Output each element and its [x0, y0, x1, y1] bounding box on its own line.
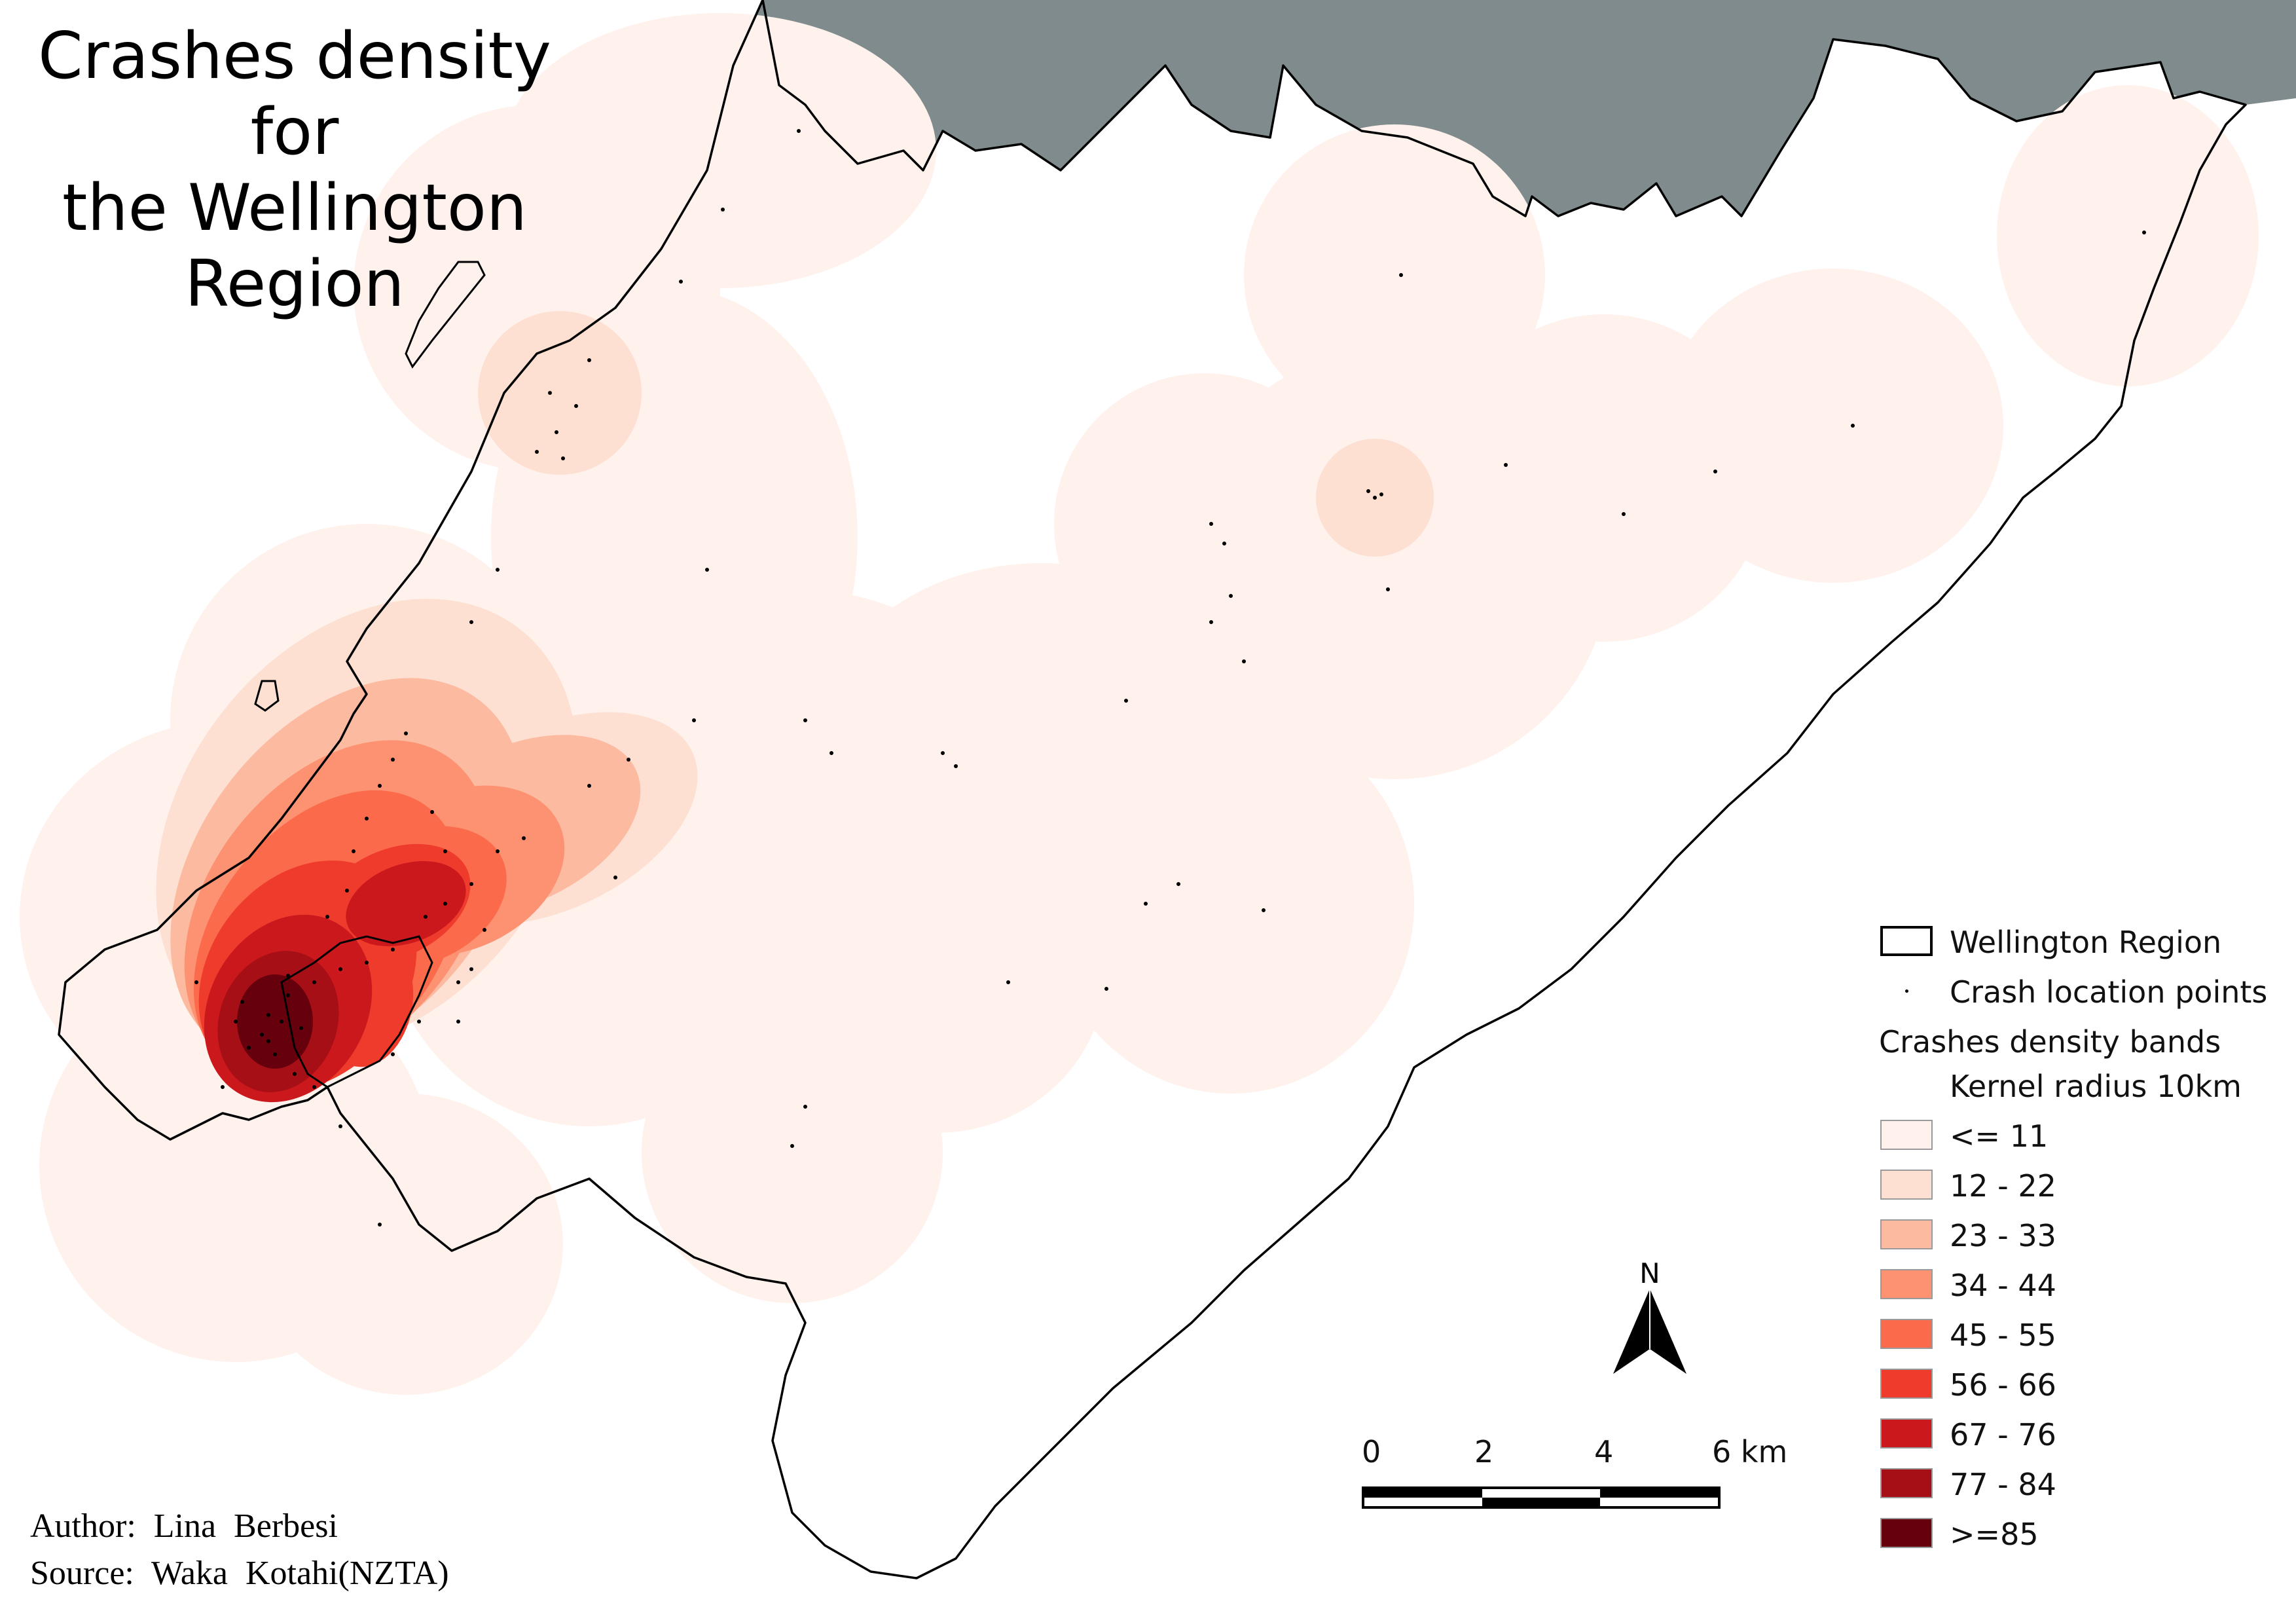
legend-band-item: 56 - 66 — [1879, 1362, 2285, 1412]
scale-tick-2: 4 — [1594, 1434, 1614, 1469]
band-le-11 — [20, 13, 2259, 1395]
legend-band-list: <= 11 12 - 22 23 - 33 34 - 44 45 - 55 56 - 66… — [1879, 1113, 2285, 1561]
crash-point-symbol — [1905, 989, 1908, 993]
legend-band-swatch — [1880, 1120, 1933, 1150]
legend: Wellington Region Crash location points … — [1879, 919, 2285, 1561]
density-bands — [20, 13, 2259, 1395]
legend-band-label: >=85 — [1950, 1517, 2039, 1552]
north-arrow-icon — [1613, 1289, 1686, 1374]
wellington-harbour — [280, 935, 433, 1088]
scale-tick-3: 6 km — [1712, 1434, 1788, 1469]
author-credit: Author: Lina Berbesi — [30, 1507, 338, 1545]
scale-tick-1: 2 — [1474, 1434, 1494, 1469]
legend-band-swatch — [1880, 1319, 1933, 1349]
legend-band-swatch — [1880, 1170, 1933, 1200]
legend-band-label: 12 - 22 — [1950, 1168, 2056, 1204]
region-outline-swatch — [1880, 926, 1933, 956]
legend-item-points: Crash location points — [1879, 969, 2285, 1019]
legend-band-item: 23 - 33 — [1879, 1213, 2285, 1263]
legend-bands-heading: Crashes density bands — [1879, 1019, 2285, 1069]
crash-points — [194, 129, 2146, 1227]
scale-bar: 0 2 4 6 km — [1362, 1428, 1787, 1519]
legend-band-item: 12 - 22 — [1879, 1163, 2285, 1213]
legend-band-label: 23 - 33 — [1950, 1218, 2056, 1253]
legend-label-region: Wellington Region — [1950, 925, 2222, 960]
legend-bands-subtitle: Kernel radius 10km — [1950, 1069, 2242, 1104]
scale-bar-graphic — [1362, 1486, 1721, 1509]
north-arrow: N — [1604, 1257, 1696, 1382]
wellington-region-outline — [58, 0, 2247, 1579]
legend-band-label: 67 - 76 — [1950, 1417, 2056, 1452]
legend-band-item: 34 - 44 — [1879, 1263, 2285, 1312]
legend-item-region: Wellington Region — [1879, 919, 2285, 969]
legend-band-swatch — [1880, 1219, 1933, 1249]
legend-band-label: 77 - 84 — [1950, 1467, 2056, 1502]
map-title: Crashes density for the Wellington Regio… — [38, 19, 551, 322]
credits: Author: Lina Berbesi Source: Waka Kotahi… — [30, 1503, 449, 1597]
legend-band-item: 45 - 55 — [1879, 1312, 2285, 1362]
legend-band-label: 45 - 55 — [1950, 1318, 2056, 1353]
legend-band-item: 77 - 84 — [1879, 1462, 2285, 1511]
legend-band-label: 34 - 44 — [1950, 1268, 2056, 1303]
legend-band-swatch — [1880, 1518, 1933, 1548]
legend-bands-title: Crashes density bands — [1879, 1024, 2221, 1060]
scale-seg-2 — [1482, 1498, 1600, 1506]
legend-band-item: 67 - 76 — [1879, 1412, 2285, 1462]
legend-band-swatch — [1880, 1418, 1933, 1449]
legend-band-swatch — [1880, 1269, 1933, 1299]
source-credit: Source: Waka Kotahi(NZTA) — [30, 1555, 449, 1592]
legend-band-label: <= 11 — [1950, 1118, 2049, 1154]
mana-island — [254, 680, 280, 712]
legend-band-item: <= 11 — [1879, 1113, 2285, 1163]
legend-bands-subheading: Kernel radius 10km — [1879, 1069, 2285, 1113]
scale-seg-3 — [1600, 1489, 1718, 1498]
neighbouring-region — [733, 0, 2296, 216]
legend-band-swatch — [1880, 1369, 1933, 1399]
legend-band-label: 56 - 66 — [1950, 1367, 2056, 1403]
kapiti-island — [405, 261, 486, 369]
legend-band-item: >=85 — [1879, 1511, 2285, 1561]
legend-band-swatch — [1880, 1468, 1933, 1498]
scale-tick-0: 0 — [1362, 1434, 1381, 1469]
scale-seg-1 — [1364, 1489, 1482, 1498]
legend-label-points: Crash location points — [1950, 974, 2268, 1010]
north-label: N — [1639, 1257, 1660, 1289]
